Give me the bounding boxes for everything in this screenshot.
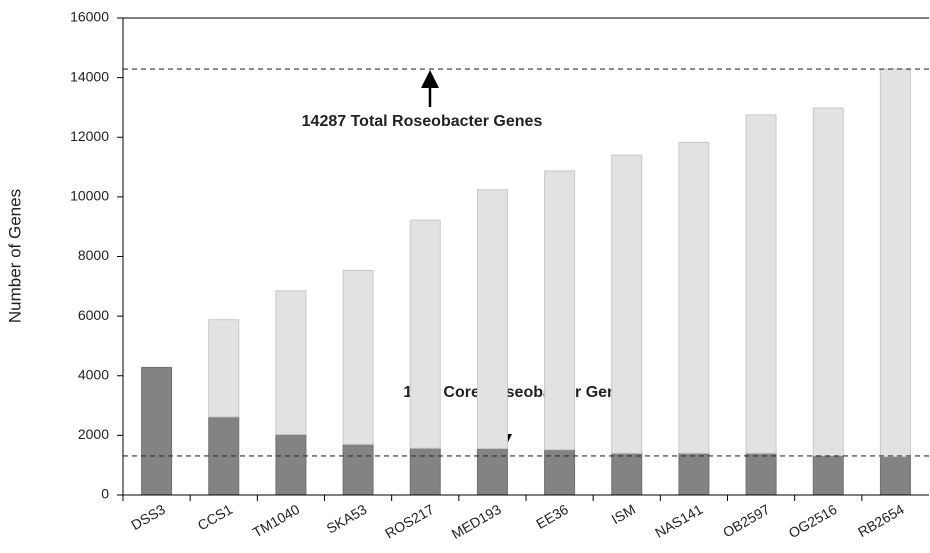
- bar-segment: [342, 443, 374, 496]
- x-tick-label: RB2654: [855, 501, 907, 540]
- bar-segment: [812, 107, 844, 457]
- bar-segment: [476, 189, 508, 449]
- bar-segment: [879, 68, 911, 458]
- bar-segment: [342, 270, 374, 445]
- x-tick-label: SKA53: [324, 501, 370, 537]
- bar-segment: [611, 154, 643, 454]
- y-tick-label: 8000: [78, 247, 109, 263]
- bar-segment: [879, 456, 911, 496]
- annotation: 14287 Total Roseobacter Genes: [302, 113, 543, 130]
- x-tick-label: NAS141: [652, 501, 705, 541]
- x-tick-label: EE36: [533, 501, 571, 532]
- bar-segment: [745, 114, 777, 454]
- bar-segment: [409, 447, 441, 496]
- bar-segment: [544, 170, 576, 451]
- bar-segment: [611, 452, 643, 496]
- bar-segment: [409, 219, 441, 449]
- x-tick-label: TM1040: [250, 501, 303, 541]
- y-tick-label: 16000: [70, 9, 109, 25]
- x-tick-label: MED193: [449, 501, 504, 542]
- y-tick-label: 6000: [78, 307, 109, 323]
- y-tick-label: 14000: [70, 68, 109, 84]
- x-tick-label: ISM: [609, 501, 639, 527]
- y-tick-label: 12000: [70, 128, 109, 144]
- y-tick-label: 0: [101, 486, 109, 502]
- bar-segment: [678, 141, 710, 454]
- y-tick-label: 10000: [70, 188, 109, 204]
- x-tick-label: ROS217: [382, 501, 437, 542]
- bar-segment: [275, 433, 307, 496]
- x-tick-label: OG2516: [786, 501, 840, 541]
- y-tick-label: 2000: [78, 426, 109, 442]
- bar-segment: [141, 366, 173, 496]
- bar-segment: [812, 455, 844, 496]
- annotation: 1310 Core Roseobacter Genes: [403, 384, 634, 401]
- x-tick-label: CCS1: [195, 501, 236, 534]
- x-tick-label: DSS3: [128, 501, 168, 533]
- bar-segment: [208, 319, 240, 418]
- x-tick-label: OB2597: [720, 501, 773, 541]
- bar-segment: [275, 290, 307, 435]
- y-axis-label: Number of Genes: [5, 189, 24, 323]
- bar-segment: [678, 452, 710, 496]
- y-tick-label: 4000: [78, 366, 109, 382]
- bar-segment: [745, 452, 777, 496]
